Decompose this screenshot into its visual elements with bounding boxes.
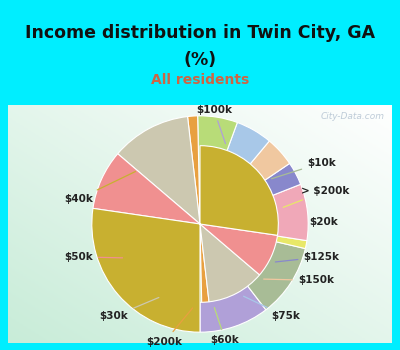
- Text: > $200k: > $200k: [283, 186, 350, 207]
- Text: Income distribution in Twin City, GA: Income distribution in Twin City, GA: [25, 25, 375, 42]
- Text: $20k: $20k: [284, 217, 338, 232]
- Wedge shape: [92, 146, 278, 332]
- Wedge shape: [135, 141, 290, 284]
- Text: $150k: $150k: [264, 275, 334, 285]
- Text: $40k: $40k: [64, 172, 136, 204]
- Wedge shape: [122, 206, 307, 248]
- Wedge shape: [124, 162, 305, 310]
- Text: $30k: $30k: [100, 298, 159, 321]
- Text: $75k: $75k: [244, 296, 301, 321]
- Wedge shape: [122, 184, 308, 253]
- Wedge shape: [152, 146, 266, 332]
- Text: $125k: $125k: [275, 252, 340, 262]
- Text: All residents: All residents: [151, 74, 249, 88]
- Text: $200k: $200k: [147, 308, 192, 346]
- Wedge shape: [188, 116, 209, 302]
- Wedge shape: [173, 116, 237, 302]
- Text: City-Data.com: City-Data.com: [320, 112, 384, 121]
- Text: (%): (%): [184, 51, 216, 69]
- Wedge shape: [127, 163, 301, 268]
- Text: $60k: $60k: [211, 308, 240, 345]
- Wedge shape: [118, 117, 260, 302]
- Wedge shape: [150, 122, 269, 298]
- Text: $10k: $10k: [272, 158, 336, 179]
- Text: $100k: $100k: [196, 105, 232, 144]
- Text: $50k: $50k: [64, 252, 122, 262]
- Wedge shape: [93, 154, 278, 275]
